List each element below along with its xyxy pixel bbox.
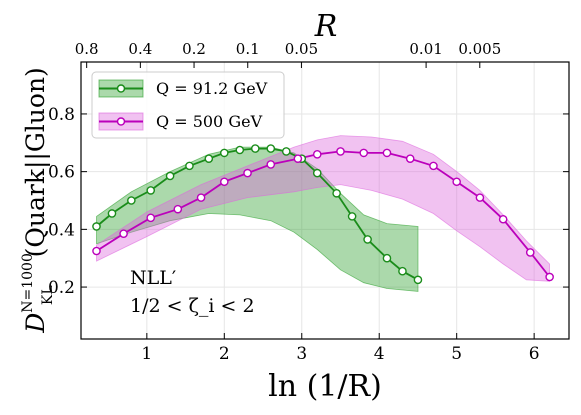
top-tick-label-0.8: 0.8 [75, 40, 99, 58]
point-series-1-3 [173, 204, 183, 214]
point-series-1-7 [266, 160, 276, 169]
top-tick-label-0.005: 0.005 [458, 40, 501, 58]
y-tick-label-0.6: 0.6 [48, 163, 75, 183]
point-series-0-1 [107, 209, 117, 218]
x-tick-label-5: 5 [451, 344, 462, 364]
point-series-1-16 [475, 193, 485, 202]
legend-swatch-marker-q500 [116, 117, 126, 126]
top-tick-label-0.05: 0.05 [285, 40, 318, 58]
y-axis-title-main: D [21, 313, 50, 334]
point-series-1-4 [196, 193, 206, 202]
legend-label-q91: Q = 91.2 GeV [156, 79, 268, 98]
point-series-0-3 [146, 186, 156, 195]
point-series-0-19 [413, 275, 423, 285]
point-series-1-12 [382, 148, 392, 158]
point-series-0-5 [185, 161, 194, 171]
point-series-0-15 [347, 212, 357, 221]
grid-lines [81, 62, 569, 339]
point-series-1-10 [336, 147, 345, 156]
point-series-0-16 [363, 235, 372, 244]
annotation-scale-range: 1/2 < ζ_i < 2 [130, 295, 255, 317]
x-tick-label-1: 1 [141, 344, 152, 364]
point-series-1-9 [312, 150, 322, 159]
series-markers [92, 144, 554, 285]
point-series-0-10 [266, 144, 276, 153]
point-series-0-17 [382, 253, 392, 263]
point-series-0-8 [235, 145, 245, 155]
top-tick-label-0.4: 0.4 [128, 40, 152, 58]
top-axis-title: R [314, 9, 338, 44]
y-axis-title-sub: KL [40, 285, 56, 305]
point-series-0-7 [220, 148, 229, 158]
legend-label-q500: Q = 500 GeV [156, 112, 263, 131]
top-axis-ticks: 0.8 0.4 0.2 0.1 0.05 0.01 0.005 [75, 40, 501, 68]
x-tick-label-2: 2 [219, 344, 230, 364]
point-series-1-5 [220, 177, 229, 187]
x-tick-label-3: 3 [296, 344, 307, 364]
y-axis-title-rest: (Quark||Gluon) [21, 67, 51, 257]
point-series-1-18 [525, 248, 535, 257]
point-series-0-18 [398, 266, 407, 276]
point-series-1-14 [429, 161, 438, 171]
x-tick-label-4: 4 [374, 344, 385, 364]
point-series-0-11 [281, 147, 291, 156]
top-tick-label-0.2: 0.2 [182, 40, 206, 58]
y-axis-title: DN=1000 KL (Quark||Gluon) [20, 67, 56, 334]
legend-swatch-marker-q91 [116, 84, 126, 93]
x-axis-title: ln (1/R) [268, 369, 382, 404]
point-series-0-2 [127, 196, 136, 205]
point-series-1-19 [545, 272, 554, 282]
point-series-1-15 [452, 177, 461, 187]
point-series-0-0 [92, 222, 101, 231]
point-series-0-14 [332, 188, 341, 198]
x-tick-label-6: 6 [529, 344, 540, 364]
point-series-1-13 [405, 154, 415, 163]
point-series-1-17 [498, 214, 508, 224]
point-series-1-11 [359, 148, 369, 158]
point-series-0-9 [250, 144, 260, 153]
top-tick-label-0.1: 0.1 [236, 40, 260, 58]
top-tick-label-0.01: 0.01 [409, 40, 442, 58]
point-series-1-6 [243, 168, 252, 178]
point-series-0-6 [204, 154, 214, 163]
y-tick-label-0.8: 0.8 [48, 105, 75, 125]
point-series-1-8 [293, 154, 303, 163]
plot-frame [80, 61, 570, 340]
y-tick-label-0.4: 0.4 [48, 220, 75, 240]
annotation-order: NLL′ [130, 267, 176, 289]
point-series-1-0 [92, 246, 101, 256]
y-axis-title-sup: N=1000 [20, 253, 36, 313]
band-series-1 [96, 135, 550, 282]
point-series-1-1 [119, 229, 128, 238]
legend: Q = 91.2 GeV Q = 500 GeV [91, 71, 285, 139]
y-tick-label-0.2: 0.2 [48, 278, 75, 298]
point-series-0-13 [312, 168, 322, 178]
point-series-0-4 [165, 171, 175, 181]
point-series-1-2 [146, 213, 156, 223]
axis-ticks: 1 2 3 4 5 6 0.2 0.4 0.6 0.8 [48, 105, 569, 364]
